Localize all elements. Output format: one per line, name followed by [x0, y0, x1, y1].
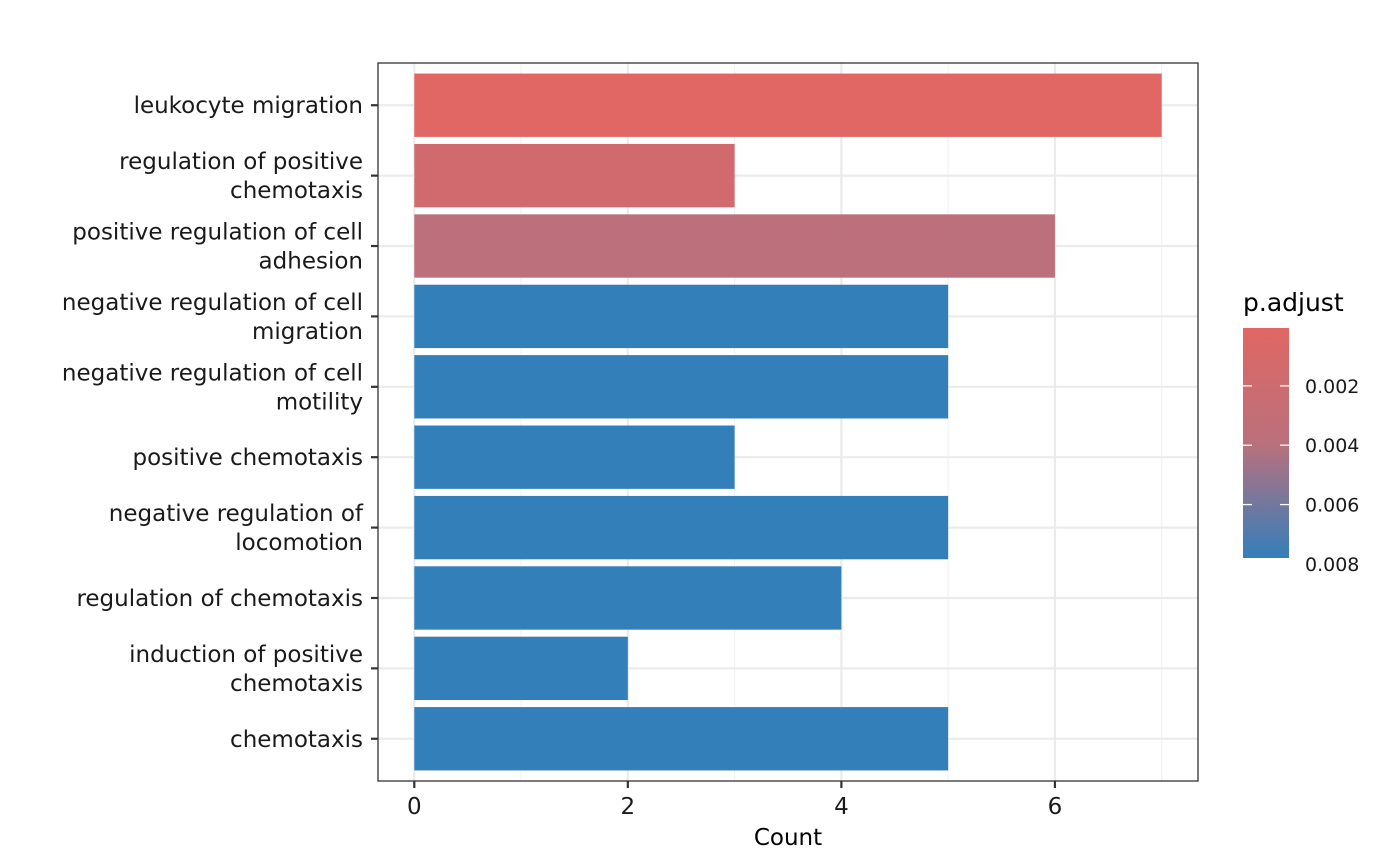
bar: [414, 355, 949, 419]
x-tick-label: 6: [1048, 794, 1063, 820]
bar: [414, 214, 1055, 278]
colorbar-tick-label: 0.002: [1305, 376, 1359, 398]
bars: [414, 73, 1162, 771]
bar: [414, 636, 628, 701]
y-tick-label: negative regulation of cell motility: [62, 360, 363, 415]
bar: [414, 707, 949, 771]
colorbar-tick-label: 0.004: [1305, 435, 1359, 457]
bar: [414, 495, 949, 560]
y-tick-label: regulation of positive chemotaxis: [119, 149, 363, 204]
y-tick-label: leukocyte migration: [134, 93, 363, 119]
y-tick-label: negative regulation of locomotion: [109, 501, 364, 556]
x-tick-label: 0: [407, 794, 422, 820]
y-tick-label: induction of positive chemotaxis: [129, 642, 363, 697]
y-tick-label: chemotaxis: [230, 727, 363, 753]
bar: [414, 425, 735, 489]
colorbar: [1243, 328, 1289, 558]
x-axis: 0 2 4 6: [407, 781, 1062, 820]
colorbar-ticks: 0.002 0.004 0.006 0.008: [1243, 376, 1359, 576]
bar: [414, 143, 735, 208]
bar: [414, 284, 949, 349]
legend: p.adjust 0.002 0.004 0.006 0.008: [1243, 288, 1359, 576]
panel-border: [377, 62, 1199, 782]
colorbar-tick-label: 0.006: [1305, 495, 1359, 517]
y-tick-label: positive chemotaxis: [133, 445, 363, 471]
bar: [414, 566, 842, 630]
y-tick-label: positive regulation of cell adhesion: [72, 220, 363, 275]
colorbar-tick-label: 0.008: [1305, 554, 1359, 576]
y-axis: leukocyte migration regulation of positiv…: [62, 93, 378, 753]
x-axis-label: Count: [754, 825, 822, 851]
legend-title: p.adjust: [1243, 288, 1344, 317]
y-tick-label: negative regulation of cell migration: [62, 290, 363, 345]
bar: [414, 73, 1162, 137]
x-tick-label: 2: [621, 794, 636, 820]
y-tick-label: regulation of chemotaxis: [76, 586, 363, 612]
x-tick-label: 4: [834, 794, 849, 820]
